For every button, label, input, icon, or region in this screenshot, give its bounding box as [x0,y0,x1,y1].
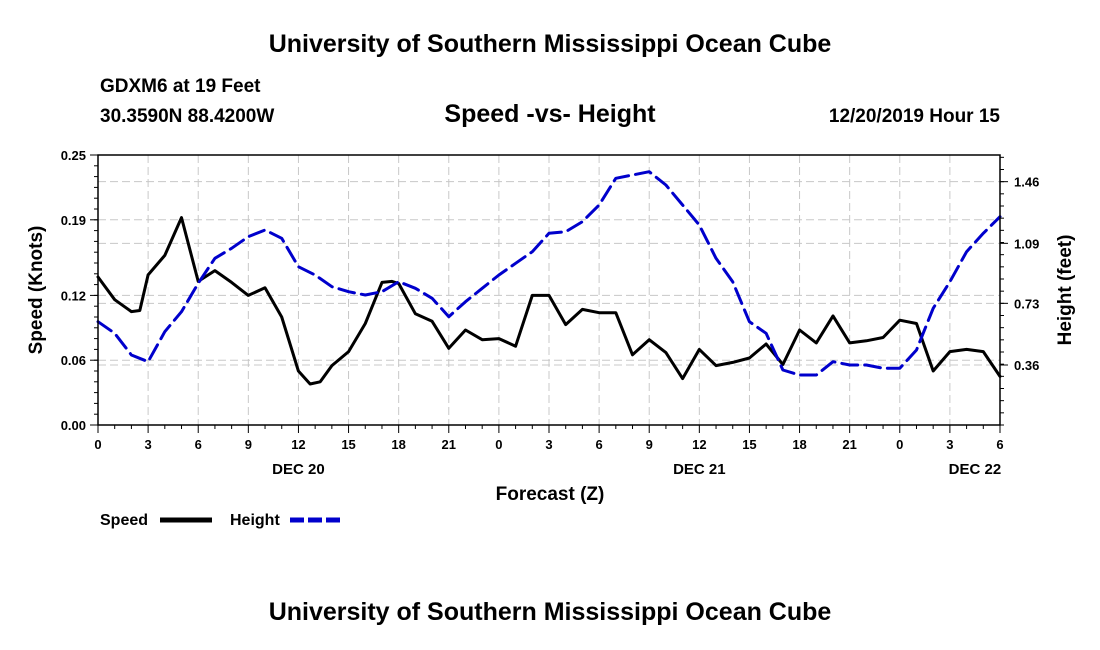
y2-tick-label: 0.73 [1014,296,1039,311]
series-lines [96,170,1002,386]
x-tick-label: 0 [94,437,101,452]
y2-tick-label: 1.09 [1014,236,1039,251]
y-tick-label: 0.06 [61,353,86,368]
x-tick-label: 15 [341,437,355,452]
x-tick-label: 0 [495,437,502,452]
page-title: University of Southern Mississippi Ocean… [268,30,832,58]
x-tick-label: 18 [792,437,806,452]
chart-title: Speed -vs- Height [444,100,656,128]
footer-title: University of Southern Mississippi Ocean… [268,598,832,626]
y-tick-label: 0.00 [61,418,86,433]
x-tick-label: 3 [545,437,552,452]
x-tick-label: 3 [144,437,151,452]
legend-speed-label: Speed [100,512,148,529]
x-tick-label: 9 [646,437,653,452]
x-tick-label: 9 [245,437,252,452]
y-tick-label: 0.19 [61,213,86,228]
x-tick-label: 12 [291,437,305,452]
y2-tick-label: 0.36 [1014,358,1039,373]
y-axis-title: Speed (Knots) [26,226,47,355]
x-tick-label: 12 [692,437,706,452]
x-day-label: DEC 21 [673,461,726,478]
x-tick-label: 3 [946,437,953,452]
y2-tick-label: 1.46 [1014,175,1039,190]
x-tick-label: 0 [896,437,903,452]
speed-series-line [96,216,1002,386]
x-tick-label: 18 [391,437,405,452]
x-tick-label: 6 [996,437,1003,452]
coordinates-label: 30.3590N 88.4200W [100,106,275,127]
y-tick-label: 0.12 [61,288,86,303]
y2-axis-title: Height (feet) [1055,235,1076,346]
x-tick-label: 21 [842,437,856,452]
x-axis-title: Forecast (Z) [496,484,605,505]
x-day-label: DEC 20 [272,461,325,478]
x-tick-label: 6 [195,437,202,452]
forecast-date-label: 12/20/2019 Hour 15 [828,106,1000,127]
height-series-line [96,170,1002,377]
axis-ticks [90,154,1008,433]
station-label: GDXM6 at 19 Feet [100,76,261,97]
grid-lines [98,155,1000,425]
legend-height-label: Height [230,512,280,529]
x-tick-label: 21 [442,437,456,452]
axis-labels: 0 3 6 9 12 15 18 21 0 3 6 9 12 15 18 21 0 3 6 DEC 20 DEC 21 D… [61,148,1040,478]
x-day-label: DEC 22 [949,461,1002,478]
x-tick-label: 6 [595,437,602,452]
y-tick-label: 0.25 [61,148,86,163]
legend: Speed Height [100,512,343,529]
x-tick-label: 15 [742,437,756,452]
